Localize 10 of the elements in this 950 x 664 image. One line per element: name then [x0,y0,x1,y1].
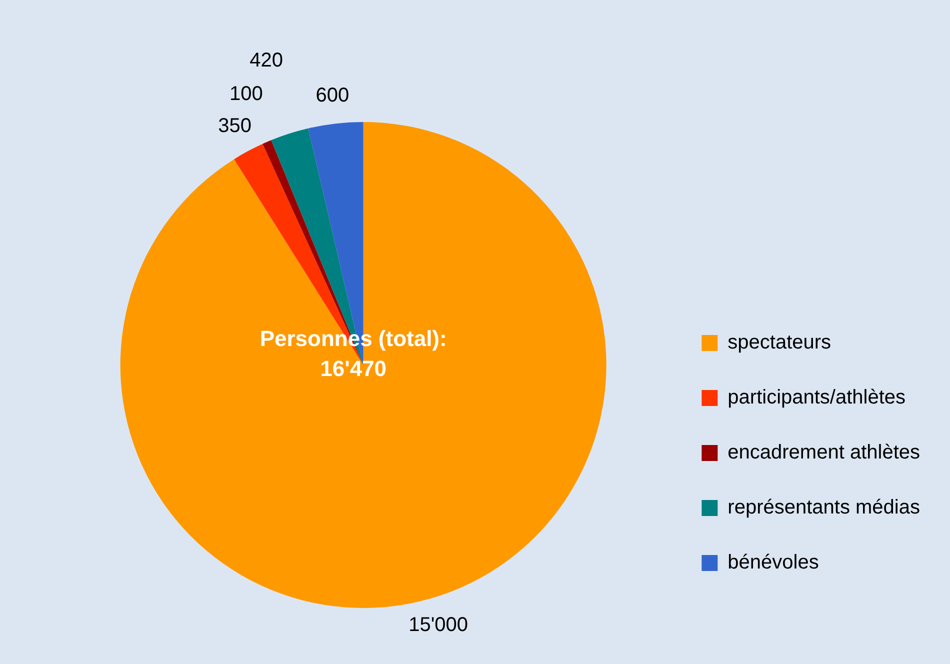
data-label: 420 [250,50,284,72]
legend-label: participants/athlètes [728,386,906,409]
data-label: 350 [218,114,252,137]
legend-label: bénévoles [728,552,819,574]
legend-label: spectateurs [728,332,832,354]
legend-label: représentants médias [728,496,920,519]
data-label: 100 [230,82,263,105]
data-label: 600 [316,84,350,106]
data-label: 15'000 [408,614,468,636]
legend-label: encadrement athlètes [728,442,920,464]
